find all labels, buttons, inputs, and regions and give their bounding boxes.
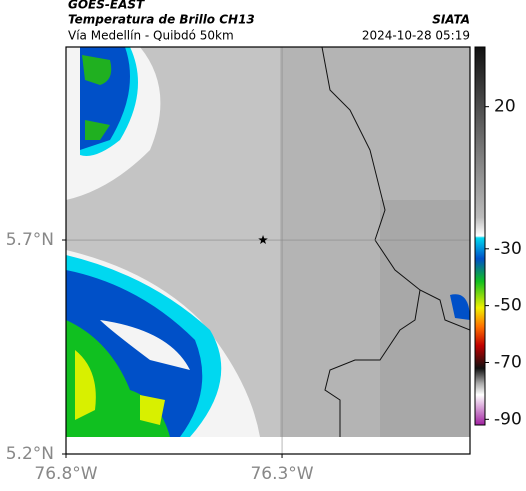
colorbar-tick-label: -30 — [494, 239, 522, 259]
colorbar-tick-label: 20 — [494, 97, 516, 117]
credit: SIATA — [432, 13, 470, 27]
subtitle: Vía Medellín - Quibdó 50km — [68, 29, 234, 43]
location-marker — [258, 235, 268, 245]
x-tick-label: 76.3°W — [250, 464, 313, 484]
colorbar-tick-label: -90 — [494, 409, 522, 429]
colorbar — [474, 46, 486, 426]
colorbar-tick-label: -70 — [494, 352, 522, 372]
y-tick-label: 5.7°N — [6, 230, 54, 250]
source: GOES-EAST — [68, 0, 145, 12]
datetime: 2024-10-28 05:19 — [362, 29, 470, 43]
x-tick-label: 76.8°W — [34, 464, 97, 484]
map-frame — [65, 46, 471, 455]
title: Temperatura de Brillo CH13 — [68, 13, 255, 27]
colorbar-tick-label: -50 — [494, 296, 522, 316]
map-image — [66, 47, 470, 454]
y-tick-label: 5.2°N — [6, 444, 54, 464]
